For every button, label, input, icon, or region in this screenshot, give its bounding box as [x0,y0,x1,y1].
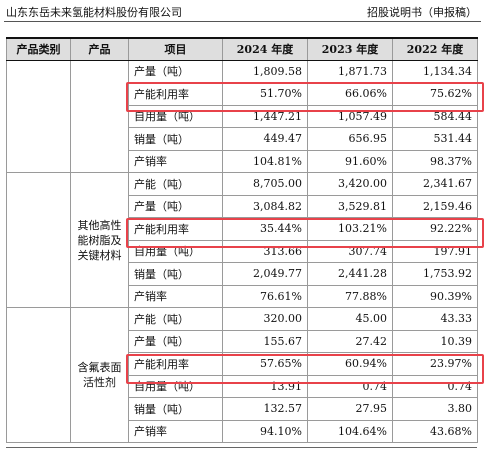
col-header-item: 项目 [128,37,223,61]
item-cell: 销量（吨） [128,127,223,151]
value-2024: 132.57 [222,397,308,421]
value-2022: 92.22% [392,217,478,241]
table-row: 销量（吨） 449.47 656.95 531.44 [7,127,478,151]
value-2022: 1,134.34 [392,59,478,83]
value-2024: 76.61% [222,284,308,308]
value-2022: 0.74 [392,374,478,398]
value-2024: 57.65% [222,352,308,376]
item-cell: 自用量（吨） [128,239,223,263]
table-header-row: 产品类别 产品 项目 2024 年度 2023 年度 2022 年度 [6,37,478,61]
table-row: 产能利用率 35.44% 103.21% 92.22% [7,217,478,241]
item-cell: 产量（吨） [128,194,223,218]
value-2022: 90.39% [392,284,478,308]
value-2024: 104.81% [222,149,308,173]
table-row: 产销率 94.10% 104.64% 43.68% [7,419,478,443]
value-2023: 27.42 [307,329,393,353]
category-cell [6,59,71,173]
value-2023: 27.95 [307,397,393,421]
company-name: 山东东岳未来氢能材料股份有限公司 [6,6,182,19]
value-2022: 10.39 [392,329,478,353]
product-cell [70,59,129,173]
table-row: 产量（吨） 1,809.58 1,871.73 1,134.34 [6,59,478,173]
value-2024: 94.10% [222,419,308,443]
value-2023: 3,529.81 [307,194,393,218]
value-2023: 1,871.73 [307,59,393,83]
value-2023: 1,057.49 [307,104,393,128]
value-2024: 8,705.00 [222,172,308,196]
value-2022: 98.37% [392,149,478,173]
value-2022: 43.33 [392,307,478,331]
value-2024: 3,084.82 [222,194,308,218]
value-2023: 77.88% [307,284,393,308]
item-cell: 产能利用率 [128,352,223,376]
value-2022: 2,341.67 [392,172,478,196]
header-rule [4,21,481,22]
value-2022: 3.80 [392,397,478,421]
value-2022: 1,753.92 [392,262,478,286]
value-2024: 313.66 [222,239,308,263]
item-cell: 产能利用率 [128,217,223,241]
table-row: 含氟表面活性剂 产能（吨） 320.00 45.00 43.33 [6,307,478,443]
table-row: 产量（吨） 155.67 27.42 10.39 [7,329,478,353]
table-row: 产销率 104.81% 91.60% 98.37% [7,149,478,173]
item-cell: 产销率 [128,284,223,308]
value-2023: 91.60% [307,149,393,173]
value-2024: 2,049.77 [222,262,308,286]
table-row: 自用量（吨） 313.66 307.74 197.91 [7,239,478,263]
value-2023: 60.94% [307,352,393,376]
value-2022: 43.68% [392,419,478,443]
item-cell: 销量（吨） [128,262,223,286]
value-2023: 656.95 [307,127,393,151]
value-2024: 13.91 [222,374,308,398]
value-2023: 104.64% [307,419,393,443]
item-cell: 自用量（吨） [128,374,223,398]
value-2023: 66.06% [307,82,393,106]
value-2022: 75.62% [392,82,478,106]
value-2022: 584.44 [392,104,478,128]
col-header-2023: 2023 年度 [307,37,393,61]
item-cell: 产量（吨） [128,59,223,83]
item-cell: 产销率 [128,419,223,443]
value-2024: 1,809.58 [222,59,308,83]
table-row: 产量（吨） 3,084.82 3,529.81 2,159.46 [7,194,478,218]
table-row: 其他高性能树脂及关键材料 产能（吨） 8,705.00 3,420.00 2,341.6… [6,172,478,308]
value-2024: 1,447.21 [222,104,308,128]
value-2024: 320.00 [222,307,308,331]
document-header: 山东东岳未来氢能材料股份有限公司 招股说明书（申报稿） [0,0,485,22]
item-cell: 产能（吨） [128,172,223,196]
item-cell: 销量（吨） [128,397,223,421]
value-2023: 45.00 [307,307,393,331]
value-2023: 3,420.00 [307,172,393,196]
category-cell [6,307,71,443]
table-body: 产量（吨） 1,809.58 1,871.73 1,134.34 产能利用率 51.70%… [6,59,478,443]
col-header-2024: 2024 年度 [222,37,308,61]
item-cell: 自用量（吨） [128,104,223,128]
value-2023: 103.21% [307,217,393,241]
category-cell [6,172,71,308]
item-cell: 产能（吨） [128,307,223,331]
product-cell: 其他高性能树脂及关键材料 [70,172,129,308]
footer-rule [6,447,477,448]
document-title: 招股说明书（申报稿） [367,6,477,19]
value-2024: 51.70% [222,82,308,106]
value-2024: 155.67 [222,329,308,353]
item-cell: 产销率 [128,149,223,173]
table-row: 产销率 76.61% 77.88% 90.39% [7,284,478,308]
value-2023: 2,441.28 [307,262,393,286]
value-2024: 449.47 [222,127,308,151]
value-2023: 307.74 [307,239,393,263]
item-cell: 产能利用率 [128,82,223,106]
product-cell: 含氟表面活性剂 [70,307,129,443]
col-header-product: 产品 [70,37,129,61]
col-header-category: 产品类别 [6,37,71,61]
value-2022: 2,159.46 [392,194,478,218]
value-2024: 35.44% [222,217,308,241]
capacity-table: 产品类别 产品 项目 2024 年度 2023 年度 2022 年度 产量（吨）… [6,37,478,443]
value-2022: 197.91 [392,239,478,263]
value-2022: 23.97% [392,352,478,376]
item-cell: 产量（吨） [128,329,223,353]
col-header-2022: 2022 年度 [392,37,478,61]
value-2022: 531.44 [392,127,478,151]
value-2023: 0.74 [307,374,393,398]
